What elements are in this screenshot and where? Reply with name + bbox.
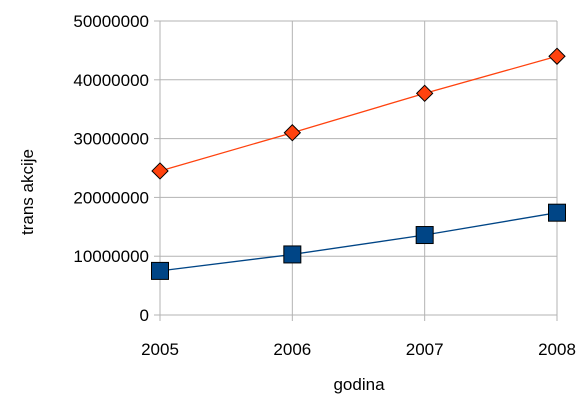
y-tick-label: 10000000	[73, 247, 149, 266]
y-tick-label: 30000000	[73, 130, 149, 149]
series-group	[151, 47, 566, 280]
data-point-square	[151, 261, 169, 280]
x-tick-label: 2008	[538, 340, 576, 359]
data-point-diamond	[151, 162, 169, 180]
y-tick-labels: 0 10000000 20000000 30000000 40000000 5000000…	[73, 12, 149, 325]
x-tick-label: 2007	[406, 340, 444, 359]
x-tick-label: 2006	[273, 340, 311, 359]
x-tick-label: 2005	[141, 340, 179, 359]
x-tick-labels: 2005 2006 2007 2008	[141, 340, 576, 359]
data-point-square	[548, 203, 566, 222]
y-tick-label: 40000000	[73, 71, 149, 90]
data-point-square	[283, 245, 302, 264]
y-tick-label: 50000000	[73, 12, 149, 31]
data-point-square	[415, 226, 434, 245]
y-tick-label: 0	[140, 306, 149, 325]
x-axis-title: godina	[333, 375, 385, 394]
series-2	[151, 203, 566, 280]
series-line	[159, 55, 558, 172]
data-point-diamond	[415, 84, 434, 103]
grid-lines	[159, 20, 558, 321]
y-axis-title: trans akcije	[18, 149, 37, 235]
series-line	[159, 212, 558, 272]
data-point-diamond	[548, 47, 566, 65]
data-point-diamond	[283, 124, 302, 142]
series-1	[151, 47, 566, 180]
y-tick-label: 20000000	[73, 188, 149, 207]
axes	[154, 20, 557, 316]
